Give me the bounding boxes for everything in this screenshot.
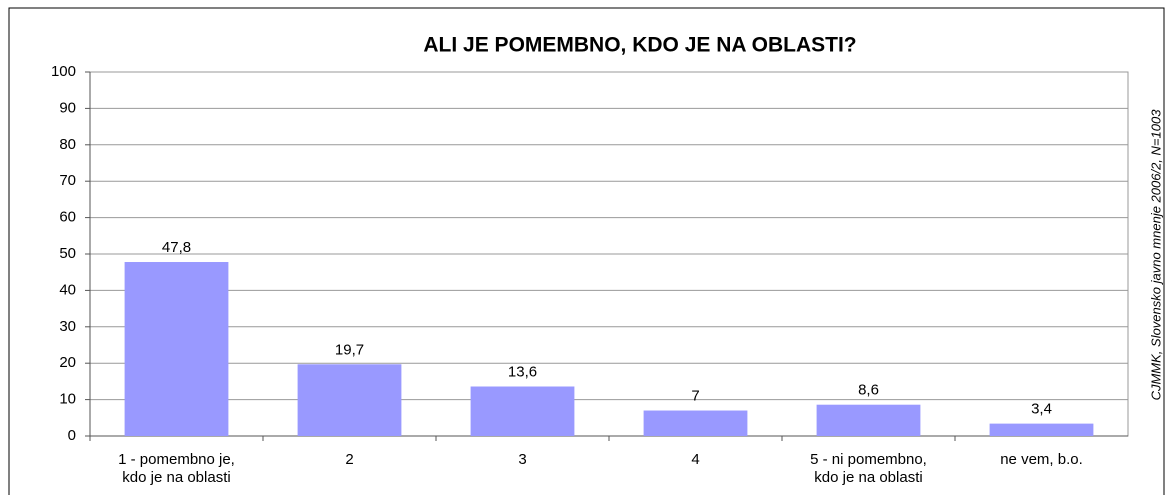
y-tick-label: 20 xyxy=(59,354,76,371)
x-tick-label: 1 - pomembno je, kdo je na oblasti xyxy=(118,451,235,486)
y-tick-label: 40 xyxy=(59,281,76,298)
x-tick-label: 4 xyxy=(691,451,700,468)
y-tick-label: 100 xyxy=(51,63,76,80)
bar xyxy=(297,364,402,436)
y-tick-label: 0 xyxy=(68,427,76,444)
source-note: CJMMK, Slovensko javno mnenje 2006/2, N=… xyxy=(1148,109,1163,401)
data-label: 3,4 xyxy=(1031,401,1052,418)
bar xyxy=(816,404,921,436)
data-label: 19,7 xyxy=(335,341,364,358)
y-tick-label: 10 xyxy=(59,391,76,408)
x-tick-label: 3 xyxy=(518,451,527,468)
x-tick-label: 2 xyxy=(345,451,354,468)
data-label: 13,6 xyxy=(508,363,537,380)
y-tick-label: 50 xyxy=(59,245,76,262)
y-tick-label: 70 xyxy=(59,172,76,189)
bar xyxy=(643,410,748,436)
x-tick-label: ne vem, b.o. xyxy=(1000,451,1083,468)
y-tick-label: 30 xyxy=(59,318,76,335)
x-tick-label: 5 - ni pomembno, kdo je na oblasti xyxy=(810,451,927,486)
chart-title: ALI JE POMEMBNO, KDO JE NA OBLASTI? xyxy=(423,34,856,57)
y-tick-label: 80 xyxy=(59,136,76,153)
y-tick-label: 90 xyxy=(59,99,76,116)
bar xyxy=(124,262,229,436)
y-tick-label: 60 xyxy=(59,209,76,226)
data-label: 47,8 xyxy=(162,239,191,256)
frame xyxy=(8,7,1165,495)
data-label: 7 xyxy=(691,387,699,404)
data-label: 8,6 xyxy=(858,382,879,399)
bar xyxy=(989,423,1094,436)
bar xyxy=(470,386,575,436)
